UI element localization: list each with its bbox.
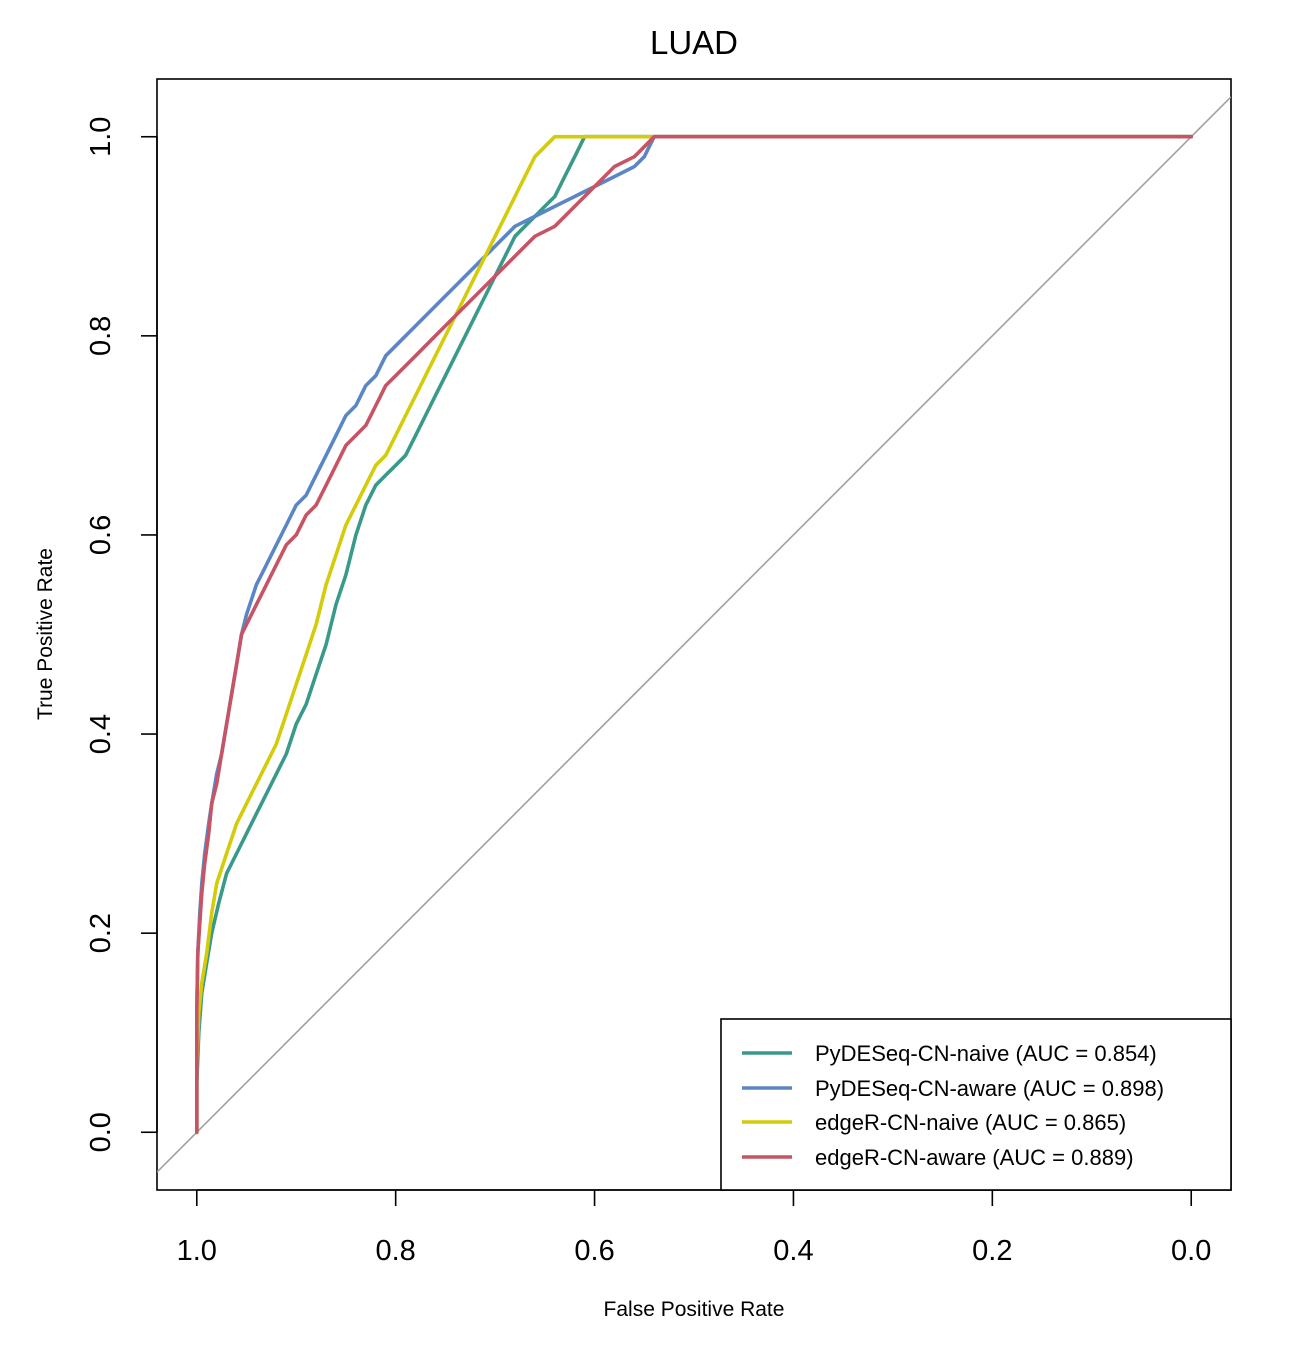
x-tick-label: 0.6 — [574, 1235, 614, 1267]
y-tick-label: 0.4 — [85, 714, 117, 754]
x-axis: 1.0 0.8 0.6 0.4 0.2 0.0 — [177, 1189, 1211, 1267]
x-tick-label: 1.0 — [177, 1235, 217, 1267]
legend-label-1: PyDESeq-CN-naive (AUC = 0.854) — [815, 1041, 1157, 1066]
x-tick-label: 0.2 — [972, 1235, 1012, 1267]
y-axis-label: True Positive Rate — [34, 548, 57, 720]
roc-curve-series-3 — [195, 134, 1193, 1135]
y-tick-label: 1.0 — [85, 117, 117, 157]
reference-diagonal-line — [157, 96, 1231, 1173]
legend-label-2: PyDESeq-CN-aware (AUC = 0.898) — [815, 1076, 1164, 1101]
legend-box — [720, 1018, 1232, 1191]
roc-curve-series-4 — [195, 134, 1193, 1135]
y-tick-label: 0.0 — [85, 1112, 117, 1152]
y-tick-label: 0.6 — [85, 515, 117, 555]
x-axis-label: False Positive Rate — [604, 1298, 785, 1321]
legend: PyDESeq-CN-naive (AUC = 0.854) PyDESeq-CN… — [720, 1018, 1232, 1191]
x-tick-label: 0.0 — [1171, 1235, 1211, 1267]
x-tick-label: 0.4 — [773, 1235, 813, 1267]
legend-label-4: edgeR-CN-aware (AUC = 0.889) — [815, 1145, 1134, 1170]
x-tick-label: 0.8 — [376, 1235, 416, 1267]
y-axis: 0.0 0.2 0.4 0.6 0.8 1.0 — [85, 117, 158, 1152]
legend-label-3: edgeR-CN-naive (AUC = 0.865) — [815, 1110, 1126, 1135]
plot-area — [157, 96, 1231, 1173]
roc-curve-series-1 — [195, 134, 1193, 1135]
chart-title: LUAD — [650, 24, 738, 61]
y-tick-label: 0.8 — [85, 316, 117, 356]
y-tick-label: 0.2 — [85, 913, 117, 953]
